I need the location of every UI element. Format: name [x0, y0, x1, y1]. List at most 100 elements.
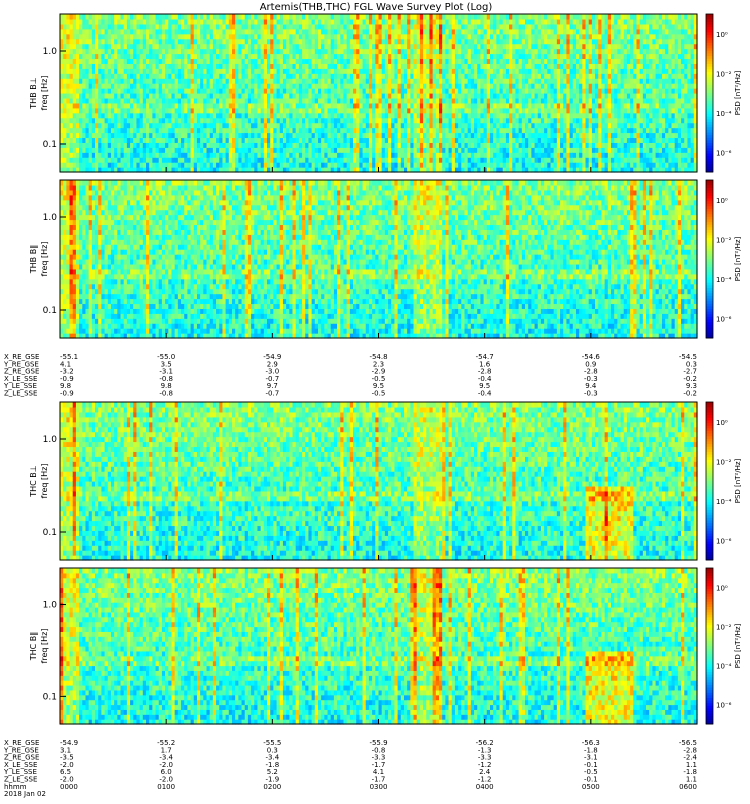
spectrogram-cell	[359, 162, 364, 168]
spectrogram-cell	[95, 137, 99, 143]
spectrogram-cell	[302, 117, 306, 124]
spectrogram-cell	[139, 14, 144, 20]
spectrogram-cell	[82, 142, 87, 148]
spectrogram-cell	[133, 38, 138, 45]
spectrogram-cell	[149, 107, 153, 114]
spectrogram-cell	[340, 112, 345, 119]
spectrogram-cell	[282, 97, 287, 104]
spectrogram-cell	[381, 97, 386, 104]
spectrogram-cell	[66, 88, 71, 94]
spectrogram-cell	[263, 78, 268, 84]
spectrogram-cell	[368, 83, 373, 89]
spectrogram-cell	[123, 167, 128, 173]
spectrogram-cell	[337, 33, 341, 40]
spectrogram-cell	[330, 162, 335, 168]
spectrogram-cell	[165, 18, 169, 25]
spectrogram-cell	[91, 58, 96, 64]
spectrogram-cell	[142, 83, 147, 89]
spectrogram-cell	[149, 132, 153, 139]
spectrogram-cell	[152, 107, 157, 114]
spectrogram-cell	[314, 102, 319, 109]
spectrogram-cell	[200, 38, 204, 45]
spectrogram-cell	[165, 162, 169, 168]
spectrogram-cell	[298, 28, 303, 35]
spectrogram-cell	[117, 58, 122, 64]
spectrogram-cell	[155, 68, 160, 74]
spectrogram-cell	[212, 53, 217, 60]
spectrogram-cell	[82, 132, 87, 139]
spectrogram-cell	[308, 73, 313, 79]
spectrogram-cell	[117, 127, 122, 134]
spectrogram-cell	[190, 53, 195, 60]
spectrogram-cell	[372, 102, 376, 109]
spectrogram-cell	[305, 68, 310, 74]
spectrogram-cell	[203, 157, 208, 163]
spectrogram-cell	[152, 162, 157, 168]
spectrogram-cell	[193, 157, 198, 163]
spectrogram-cell	[375, 78, 380, 84]
spectrogram-cell	[372, 127, 376, 134]
spectrogram-cell	[200, 73, 204, 79]
spectrogram-cell	[155, 117, 160, 124]
spectrogram-cell	[88, 162, 93, 168]
spectrogram-cell	[365, 58, 370, 64]
spectrogram-cell	[270, 127, 274, 134]
spectrogram-cell	[196, 97, 201, 104]
spectrogram-cell	[302, 152, 306, 158]
spectrogram-cell	[267, 97, 271, 104]
spectrogram-cell	[235, 63, 239, 69]
spectrogram-cell	[181, 107, 185, 114]
spectrogram-cell	[270, 97, 274, 104]
spectrogram-cell	[219, 107, 224, 114]
spectrogram-cell	[298, 112, 303, 119]
spectrogram-cell	[216, 23, 220, 30]
spectrogram-cell	[212, 157, 217, 163]
spectrogram-cell	[295, 147, 300, 153]
spectrogram-cell	[142, 14, 147, 20]
spectrogram-cell	[289, 14, 294, 20]
spectrogram-cell	[165, 147, 169, 153]
spectrogram-cell	[114, 167, 118, 173]
spectrogram-cell	[142, 107, 147, 114]
spectrogram-cell	[378, 68, 383, 74]
spectrogram-cell	[193, 152, 198, 158]
spectrogram-cell	[72, 78, 77, 84]
spectrogram-cell	[149, 18, 153, 25]
spectrogram-cell	[209, 53, 214, 60]
spectrogram-cell	[222, 78, 227, 84]
spectrogram-cell	[107, 167, 112, 173]
spectrogram-cell	[146, 132, 150, 139]
spectrogram-cell	[206, 112, 211, 119]
spectrogram-cell	[149, 147, 153, 153]
spectrogram-cell	[257, 137, 262, 143]
spectrogram-cell	[216, 33, 220, 40]
spectrogram-cell	[130, 48, 134, 55]
spectrogram-cell	[333, 127, 338, 134]
spectrogram-cell	[216, 162, 220, 168]
spectrogram-cell	[292, 102, 297, 109]
spectrogram-cell	[340, 147, 345, 153]
spectrogram-cell	[196, 18, 201, 25]
spectrogram-cell	[136, 18, 141, 25]
spectrogram-cell	[117, 38, 122, 45]
spectrogram-cell	[216, 122, 220, 129]
spectrogram-cell	[327, 23, 332, 30]
spectrogram-cell	[231, 28, 236, 35]
spectrogram-cell	[311, 97, 316, 104]
spectrogram-cell	[225, 97, 230, 104]
spectrogram-cell	[365, 162, 370, 168]
spectrogram-cell	[368, 97, 373, 104]
spectrogram-cell	[241, 23, 246, 30]
spectrogram-cell	[85, 152, 90, 158]
spectrogram-cell	[133, 102, 138, 109]
spectrogram-cell	[72, 14, 77, 20]
spectrogram-cell	[190, 93, 195, 99]
spectrogram-cell	[75, 117, 80, 124]
spectrogram-cell	[181, 127, 185, 134]
spectrogram-cell	[117, 122, 122, 129]
spectrogram-cell	[219, 63, 224, 69]
spectrogram-cell	[225, 48, 230, 55]
spectrogram-cell	[114, 102, 118, 109]
spectrogram-cell	[212, 112, 217, 119]
spectrogram-cell	[292, 14, 297, 20]
